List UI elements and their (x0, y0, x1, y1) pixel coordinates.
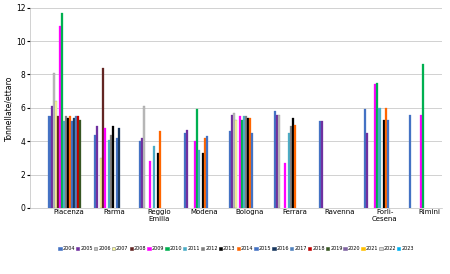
Bar (419, 115, 422, 208)
Bar (108, 139, 110, 208)
Bar (54, 101, 57, 208)
Bar (104, 128, 106, 208)
Bar (141, 138, 143, 208)
Bar (67, 118, 69, 208)
Bar (229, 131, 231, 208)
Bar (96, 126, 98, 208)
Bar (184, 133, 186, 208)
Legend: 2004, 2005, 2006, 2007, 2008, 2009, 2010, 2011, 2012, 2013, 2014, 2015, 2016, 20: 2004, 2005, 2006, 2007, 2008, 2009, 2010… (58, 247, 414, 252)
Bar (194, 141, 196, 208)
Bar (290, 126, 292, 208)
Bar (294, 124, 297, 208)
Bar (102, 68, 104, 208)
Bar (71, 121, 73, 208)
Bar (239, 116, 241, 208)
Bar (374, 84, 377, 208)
Bar (159, 131, 161, 208)
Bar (198, 150, 200, 208)
Bar (377, 83, 378, 208)
Bar (387, 119, 389, 208)
Bar (63, 121, 65, 208)
Bar (53, 73, 54, 208)
Bar (139, 141, 141, 208)
Bar (157, 153, 159, 208)
Bar (49, 116, 50, 208)
Bar (382, 119, 385, 208)
Bar (410, 115, 411, 208)
Bar (422, 64, 423, 208)
Bar (321, 121, 323, 208)
Bar (243, 116, 245, 208)
Bar (233, 113, 235, 208)
Bar (385, 108, 387, 208)
Bar (278, 115, 280, 208)
Bar (116, 138, 118, 208)
Bar (276, 115, 278, 208)
Bar (112, 126, 114, 208)
Bar (204, 138, 206, 208)
Bar (249, 118, 251, 208)
Bar (143, 106, 145, 208)
Bar (110, 135, 112, 208)
Bar (61, 13, 63, 208)
Bar (366, 133, 369, 208)
Bar (202, 153, 204, 208)
Bar (58, 26, 61, 208)
Bar (65, 116, 67, 208)
Bar (288, 133, 290, 208)
Y-axis label: Tonnellate/ettaro: Tonnellate/ettaro (4, 75, 13, 141)
Bar (364, 110, 366, 208)
Bar (284, 163, 286, 208)
Bar (149, 161, 151, 208)
Bar (50, 106, 53, 208)
Bar (69, 116, 71, 208)
Bar (274, 111, 276, 208)
Bar (118, 128, 120, 208)
Bar (57, 116, 59, 208)
Bar (186, 130, 188, 208)
Bar (231, 115, 233, 208)
Bar (241, 119, 243, 208)
Bar (378, 108, 381, 208)
Bar (206, 136, 208, 208)
Bar (79, 119, 81, 208)
Bar (292, 118, 294, 208)
Bar (196, 110, 198, 208)
Bar (77, 116, 79, 208)
Bar (235, 119, 237, 208)
Bar (245, 116, 247, 208)
Bar (247, 118, 249, 208)
Bar (251, 133, 253, 208)
Bar (75, 116, 77, 208)
Bar (319, 121, 321, 208)
Bar (94, 135, 96, 208)
Bar (100, 158, 102, 208)
Bar (73, 118, 75, 208)
Bar (153, 146, 155, 208)
